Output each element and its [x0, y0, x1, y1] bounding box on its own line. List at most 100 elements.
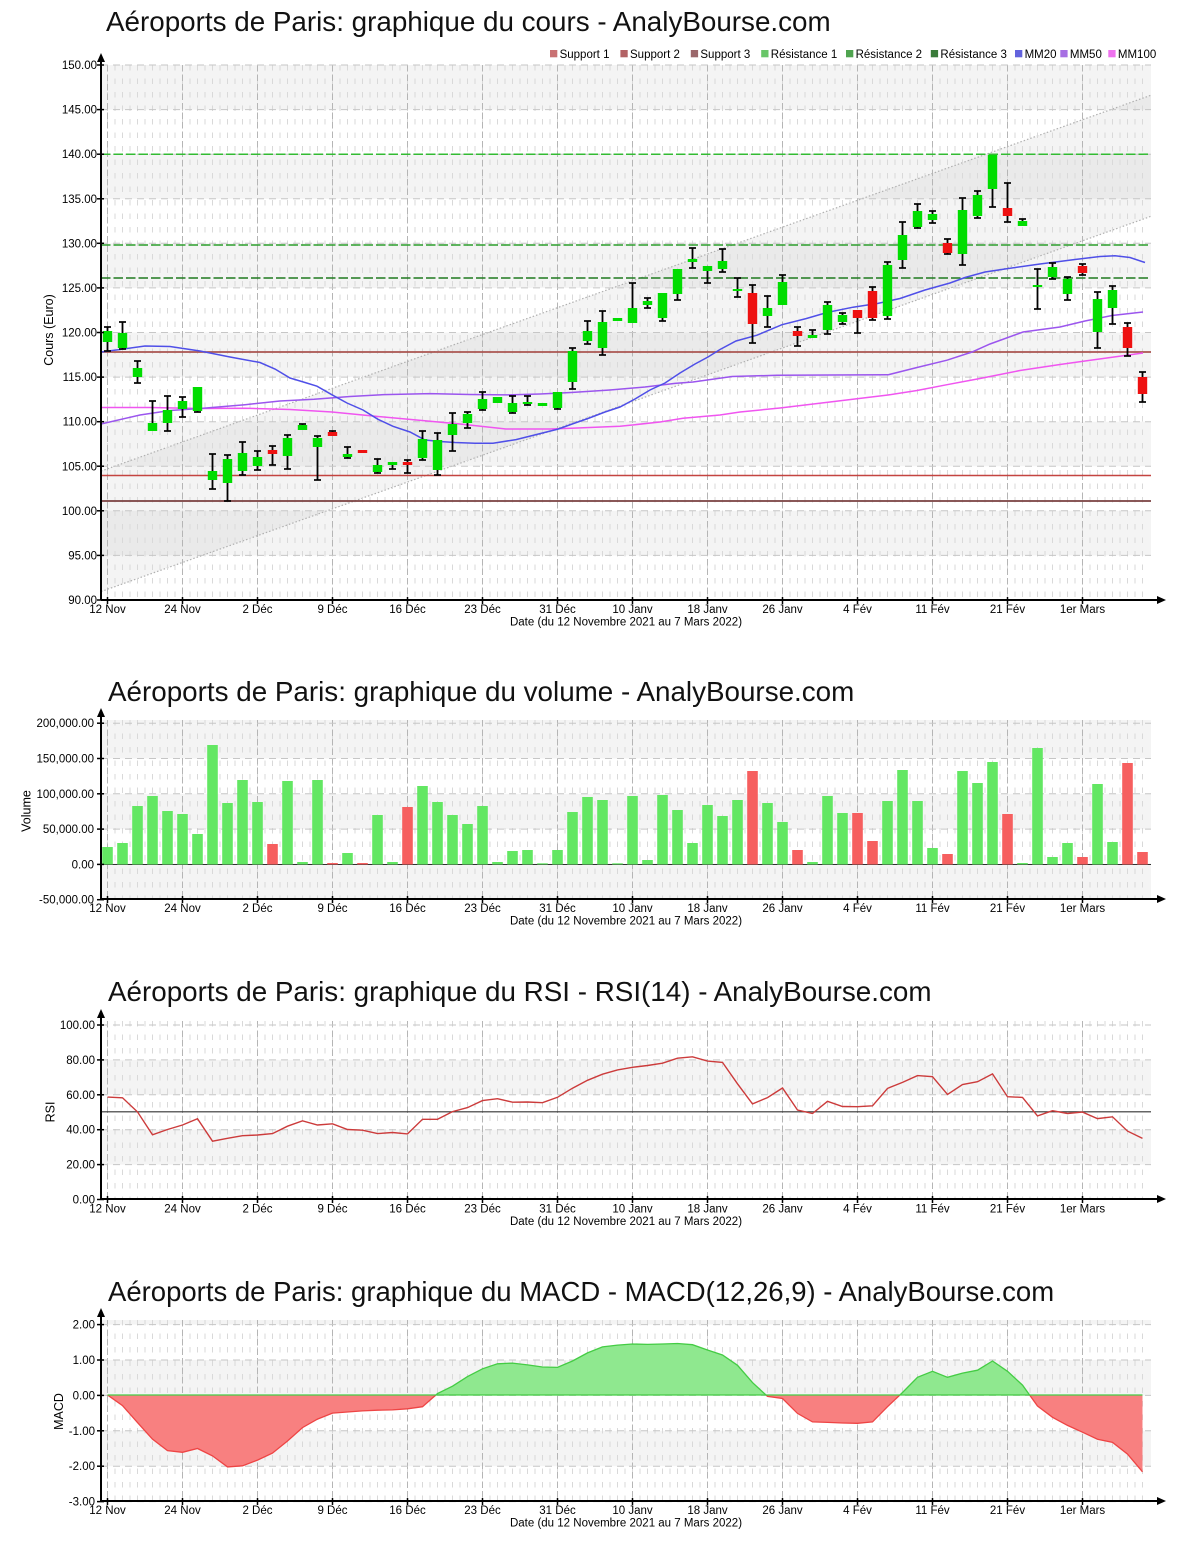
- svg-text:150.00: 150.00: [62, 60, 97, 72]
- svg-text:11 Fév: 11 Fév: [915, 604, 950, 616]
- svg-text:MM20: MM20: [1025, 49, 1057, 61]
- svg-text:-50,000.00: -50,000.00: [39, 895, 94, 907]
- svg-text:-3.00: -3.00: [69, 1497, 95, 1509]
- svg-text:21 Fév: 21 Fév: [990, 604, 1025, 616]
- svg-text:0.00: 0.00: [72, 859, 94, 871]
- svg-text:26 Janv: 26 Janv: [762, 1203, 803, 1215]
- svg-text:200,000.00: 200,000.00: [36, 718, 94, 730]
- svg-text:1er Mars: 1er Mars: [1060, 1505, 1106, 1517]
- svg-text:130.00: 130.00: [62, 238, 97, 250]
- svg-text:1er Mars: 1er Mars: [1060, 903, 1106, 915]
- svg-text:Aéroports de Paris: graphique: Aéroports de Paris: graphique du MACD - …: [108, 1276, 1054, 1307]
- svg-text:23 Déc: 23 Déc: [464, 1203, 501, 1215]
- svg-text:Résistance 3: Résistance 3: [940, 49, 1006, 61]
- svg-text:23 Déc: 23 Déc: [464, 1505, 501, 1517]
- svg-text:2.00: 2.00: [73, 1320, 95, 1332]
- svg-text:12 Nov: 12 Nov: [89, 604, 126, 616]
- svg-text:26 Janv: 26 Janv: [762, 604, 803, 616]
- svg-text:50,000.00: 50,000.00: [43, 824, 94, 836]
- svg-text:18 Janv: 18 Janv: [687, 1203, 728, 1215]
- svg-text:4 Fév: 4 Fév: [843, 903, 872, 915]
- svg-text:18 Janv: 18 Janv: [687, 903, 728, 915]
- svg-text:Support 1: Support 1: [560, 49, 610, 61]
- svg-text:120.00: 120.00: [62, 328, 97, 340]
- svg-text:125.00: 125.00: [62, 283, 97, 295]
- svg-text:Aéroports de Paris: graphique: Aéroports de Paris: graphique du cours -…: [106, 6, 831, 37]
- svg-text:24 Nov: 24 Nov: [164, 1203, 201, 1215]
- svg-text:150,000.00: 150,000.00: [36, 754, 94, 766]
- svg-text:12 Nov: 12 Nov: [89, 903, 126, 915]
- svg-text:2 Déc: 2 Déc: [242, 604, 272, 616]
- svg-text:18 Janv: 18 Janv: [687, 604, 728, 616]
- svg-text:Volume: Volume: [20, 790, 34, 832]
- svg-text:26 Janv: 26 Janv: [762, 903, 803, 915]
- svg-text:Résistance 1: Résistance 1: [771, 49, 837, 61]
- svg-text:RSI: RSI: [44, 1102, 58, 1123]
- svg-text:90.00: 90.00: [68, 595, 97, 607]
- svg-text:105.00: 105.00: [62, 461, 97, 473]
- svg-text:18 Janv: 18 Janv: [687, 1505, 728, 1517]
- svg-text:24 Nov: 24 Nov: [164, 604, 201, 616]
- svg-text:Date (du 12 Novembre 2021 au 7: Date (du 12 Novembre 2021 au 7 Mars 2022…: [510, 1518, 742, 1530]
- svg-text:9 Déc: 9 Déc: [317, 604, 347, 616]
- svg-text:31 Déc: 31 Déc: [539, 1505, 576, 1517]
- svg-text:16 Déc: 16 Déc: [389, 1505, 426, 1517]
- svg-text:115.00: 115.00: [63, 372, 97, 384]
- svg-text:10 Janv: 10 Janv: [612, 1505, 653, 1517]
- svg-text:145.00: 145.00: [62, 105, 97, 117]
- svg-text:60.00: 60.00: [66, 1090, 95, 1102]
- svg-text:2 Déc: 2 Déc: [242, 1505, 272, 1517]
- svg-text:1er Mars: 1er Mars: [1060, 1203, 1106, 1215]
- svg-text:80.00: 80.00: [66, 1055, 95, 1067]
- svg-text:Support 3: Support 3: [700, 49, 750, 61]
- svg-text:100.00: 100.00: [62, 506, 97, 518]
- svg-text:Date (du 12 Novembre 2021 au 7: Date (du 12 Novembre 2021 au 7 Mars 2022…: [510, 916, 742, 928]
- svg-text:10 Janv: 10 Janv: [612, 604, 653, 616]
- svg-text:100.00: 100.00: [60, 1020, 95, 1032]
- svg-text:4 Fév: 4 Fév: [843, 604, 872, 616]
- svg-text:21 Fév: 21 Fév: [990, 903, 1025, 915]
- svg-text:Aéroports de Paris: graphique: Aéroports de Paris: graphique du volume …: [108, 676, 854, 707]
- svg-text:-1.00: -1.00: [69, 1426, 95, 1438]
- svg-text:95.00: 95.00: [68, 550, 97, 562]
- svg-text:110.00: 110.00: [63, 417, 97, 429]
- svg-text:12 Nov: 12 Nov: [89, 1505, 126, 1517]
- svg-text:31 Déc: 31 Déc: [539, 604, 576, 616]
- svg-text:0.00: 0.00: [73, 1195, 95, 1207]
- svg-text:12 Nov: 12 Nov: [89, 1203, 126, 1215]
- svg-text:1.00: 1.00: [73, 1355, 95, 1367]
- svg-text:23 Déc: 23 Déc: [464, 604, 501, 616]
- svg-text:2 Déc: 2 Déc: [242, 903, 272, 915]
- svg-text:Aéroports de Paris: graphique: Aéroports de Paris: graphique du RSI - R…: [108, 976, 931, 1007]
- svg-text:23 Déc: 23 Déc: [464, 903, 501, 915]
- svg-text:40.00: 40.00: [66, 1125, 95, 1137]
- svg-text:24 Nov: 24 Nov: [164, 903, 201, 915]
- svg-text:10 Janv: 10 Janv: [612, 903, 653, 915]
- svg-text:135.00: 135.00: [62, 194, 97, 206]
- svg-text:16 Déc: 16 Déc: [389, 604, 426, 616]
- svg-text:21 Fév: 21 Fév: [990, 1203, 1025, 1215]
- svg-text:24 Nov: 24 Nov: [164, 1505, 201, 1517]
- svg-text:140.00: 140.00: [62, 149, 97, 161]
- svg-text:26 Janv: 26 Janv: [762, 1505, 803, 1517]
- svg-text:4 Fév: 4 Fév: [843, 1203, 872, 1215]
- svg-text:Résistance 2: Résistance 2: [856, 49, 922, 61]
- svg-text:9 Déc: 9 Déc: [317, 903, 347, 915]
- svg-text:11 Fév: 11 Fév: [915, 903, 950, 915]
- svg-text:16 Déc: 16 Déc: [389, 903, 426, 915]
- svg-text:31 Déc: 31 Déc: [539, 903, 576, 915]
- svg-text:-2.00: -2.00: [69, 1461, 95, 1473]
- svg-text:100,000.00: 100,000.00: [36, 789, 94, 801]
- svg-text:2 Déc: 2 Déc: [242, 1203, 272, 1215]
- svg-text:Cours (Euro): Cours (Euro): [42, 294, 56, 366]
- svg-text:9 Déc: 9 Déc: [317, 1505, 347, 1517]
- svg-text:31 Déc: 31 Déc: [539, 1203, 576, 1215]
- svg-text:21 Fév: 21 Fév: [990, 1505, 1025, 1517]
- svg-text:11 Fév: 11 Fév: [915, 1505, 950, 1517]
- svg-text:10 Janv: 10 Janv: [612, 1203, 653, 1215]
- svg-text:1er Mars: 1er Mars: [1060, 604, 1106, 616]
- svg-text:20.00: 20.00: [66, 1160, 95, 1172]
- svg-text:16 Déc: 16 Déc: [389, 1203, 426, 1215]
- svg-text:MACD: MACD: [52, 1393, 66, 1430]
- svg-text:Date (du 12 Novembre 2021 au 7: Date (du 12 Novembre 2021 au 7 Mars 2022…: [510, 617, 742, 629]
